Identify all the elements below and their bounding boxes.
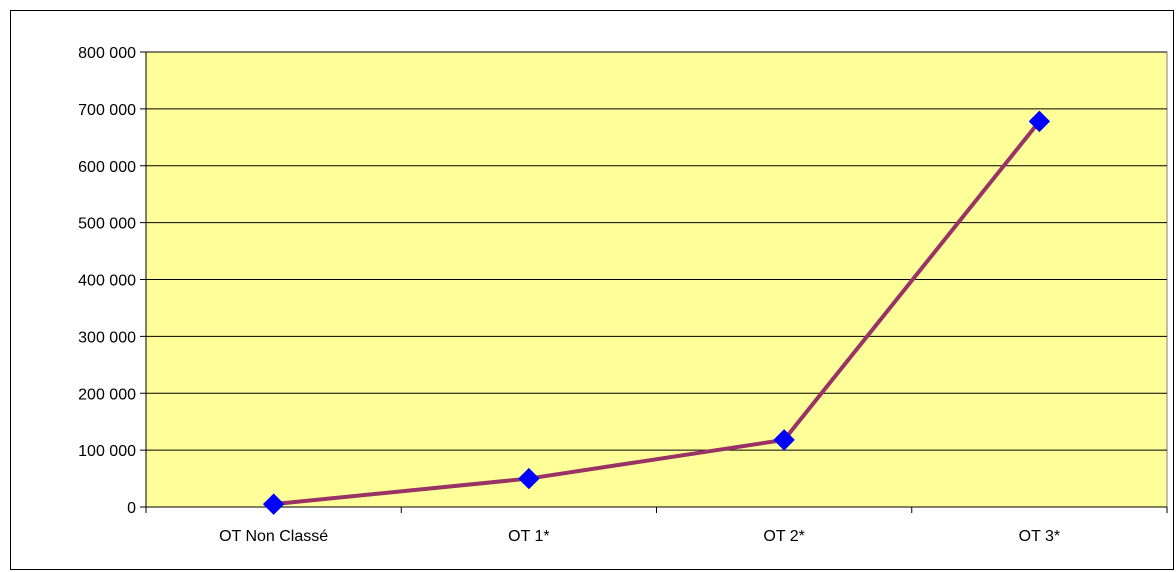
y-tick-label: 400 000 bbox=[78, 273, 136, 290]
chart-frame: 0 100 000 200 000 300 000 400 000 500 000 600 … bbox=[10, 10, 1174, 570]
y-tick-label: 200 000 bbox=[78, 386, 136, 403]
x-tick-label: OT Non Classé bbox=[219, 528, 328, 545]
y-tick-label: 300 000 bbox=[78, 329, 136, 346]
data-point-marker[interactable] bbox=[262, 493, 285, 515]
y-tick-label: 600 000 bbox=[78, 159, 136, 176]
y-tick-label: 800 000 bbox=[78, 45, 136, 62]
series-line bbox=[273, 120, 1041, 507]
y-tick-label: 500 000 bbox=[78, 216, 136, 233]
data-point-marker[interactable] bbox=[773, 429, 795, 451]
data-point-marker[interactable] bbox=[1028, 110, 1051, 133]
data-point-marker[interactable] bbox=[518, 467, 540, 490]
line-chart: 0 100 000 200 000 300 000 400 000 500 000 600 … bbox=[78, 45, 1168, 545]
y-tick-label: 700 000 bbox=[78, 102, 136, 119]
x-tick-label: OT 3* bbox=[1019, 528, 1061, 545]
x-tick-label: OT 2* bbox=[763, 528, 805, 545]
y-tick-label: 0 bbox=[127, 500, 136, 517]
x-tick-label: OT 1* bbox=[508, 528, 550, 545]
y-tick-label: 100 000 bbox=[78, 443, 136, 460]
